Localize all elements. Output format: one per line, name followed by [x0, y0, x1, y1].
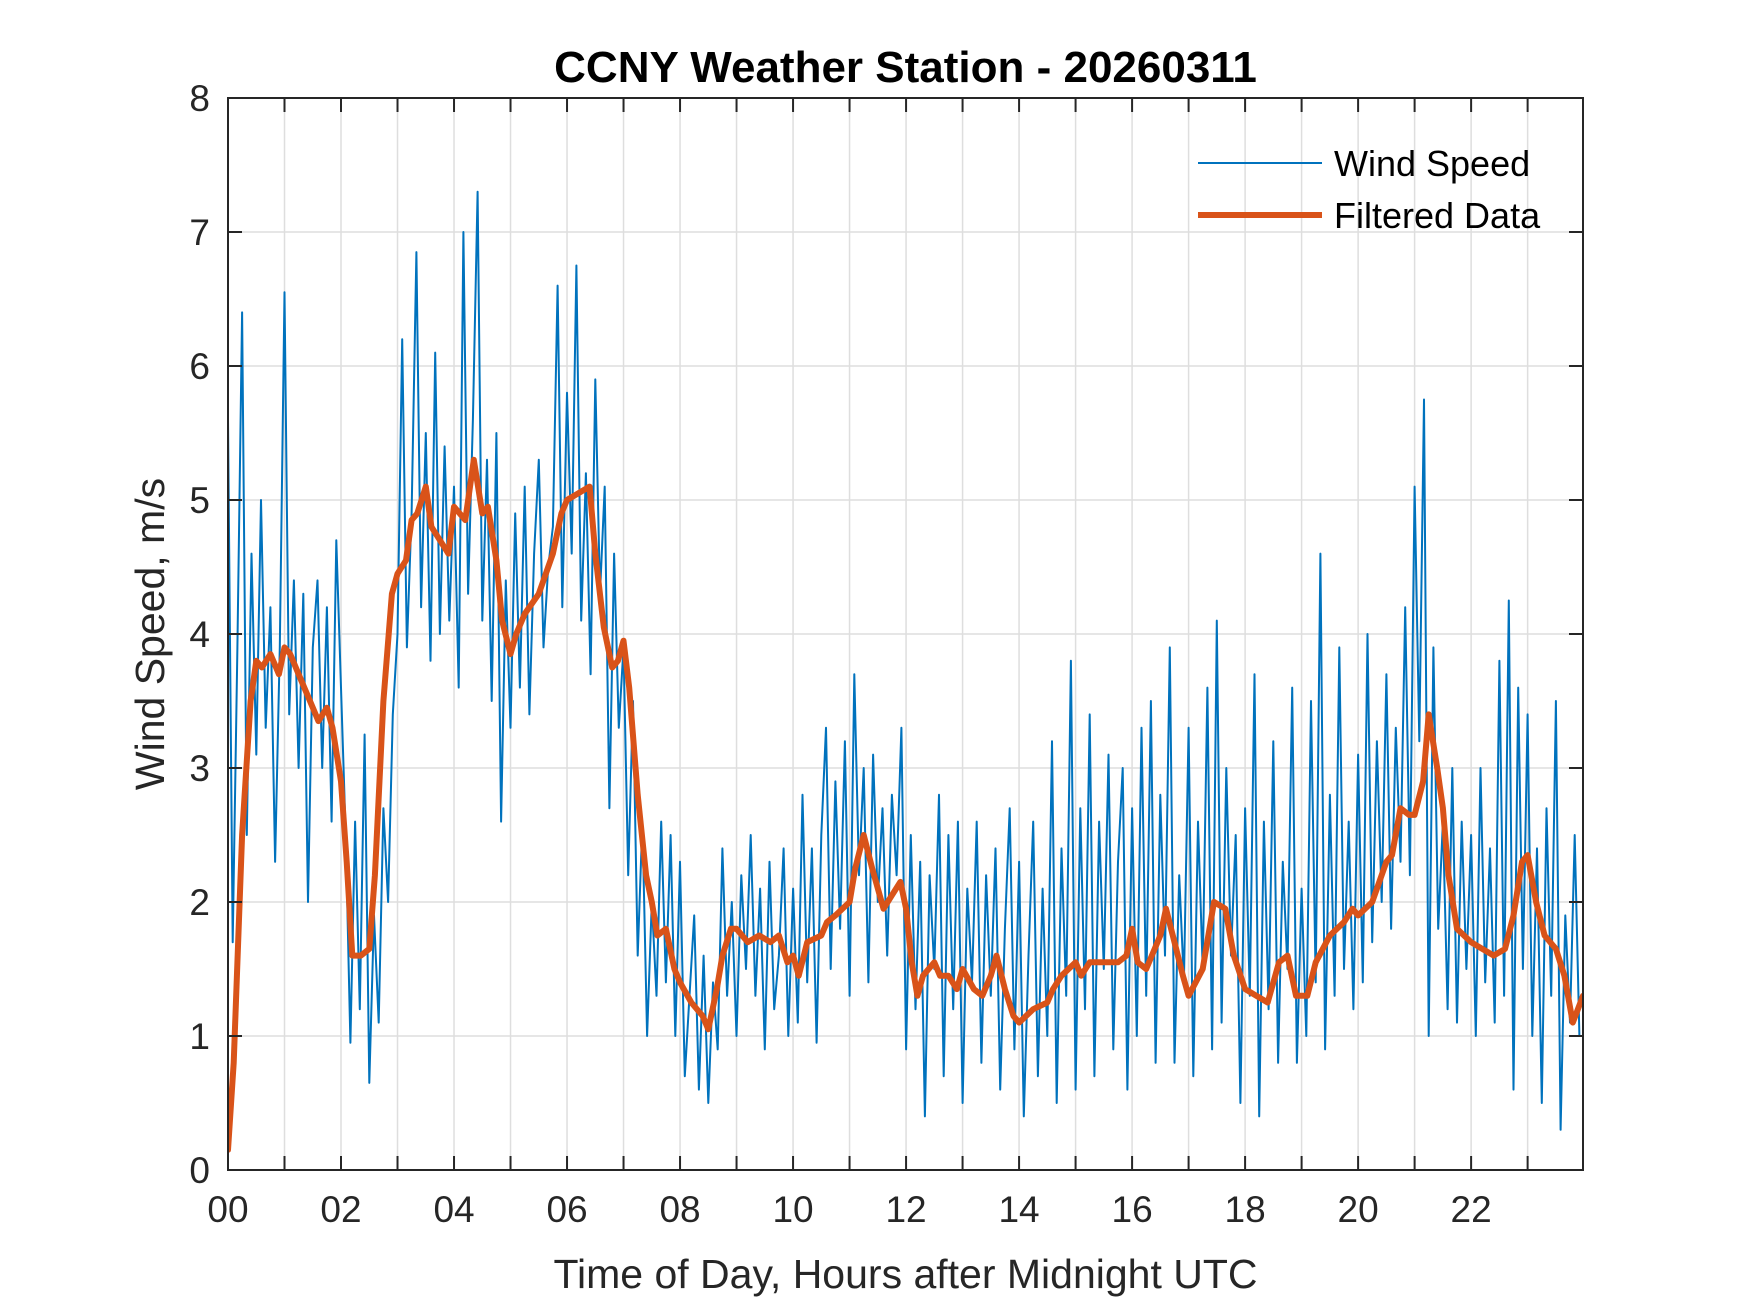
legend-label-filtered-data: Filtered Data — [1334, 195, 1541, 236]
y-tick-label: 2 — [189, 882, 210, 923]
x-tick-label: 00 — [207, 1189, 248, 1230]
x-tick-label: 20 — [1338, 1189, 1379, 1230]
chart-title: CCNY Weather Station - 20260311 — [554, 43, 1257, 92]
legend: Wind Speed Filtered Data — [1198, 143, 1541, 236]
x-tick-label: 06 — [546, 1189, 587, 1230]
axes-box — [227, 97, 1584, 1171]
x-tick-label: 16 — [1112, 1189, 1153, 1230]
legend-label-wind-speed: Wind Speed — [1334, 143, 1530, 184]
x-tick-label: 14 — [998, 1189, 1039, 1230]
x-tick-label: 02 — [320, 1189, 361, 1230]
x-axis-label: Time of Day, Hours after Midnight UTC — [553, 1251, 1257, 1297]
y-axis-label: Wind Speed, m/s — [127, 478, 173, 790]
x-tick-label: 10 — [772, 1189, 813, 1230]
y-tick-label: 4 — [189, 614, 210, 655]
x-tick-label: 04 — [433, 1189, 474, 1230]
y-tick-label: 8 — [189, 78, 210, 119]
y-tick-label: 1 — [189, 1016, 210, 1057]
x-tick-label: 08 — [659, 1189, 700, 1230]
y-tick-label: 7 — [189, 212, 210, 253]
series-layer — [228, 190, 1583, 1153]
y-tick-label: 6 — [189, 346, 210, 387]
y-tick-label: 5 — [189, 480, 210, 521]
series-line-filtered-data — [228, 456, 1583, 1153]
y-tick-label: 3 — [189, 748, 210, 789]
axes — [227, 97, 1584, 1171]
x-tick-label: 18 — [1225, 1189, 1266, 1230]
y-tick-label: 0 — [189, 1150, 210, 1191]
x-tick-label: 12 — [885, 1189, 926, 1230]
x-tick-label: 22 — [1451, 1189, 1492, 1230]
